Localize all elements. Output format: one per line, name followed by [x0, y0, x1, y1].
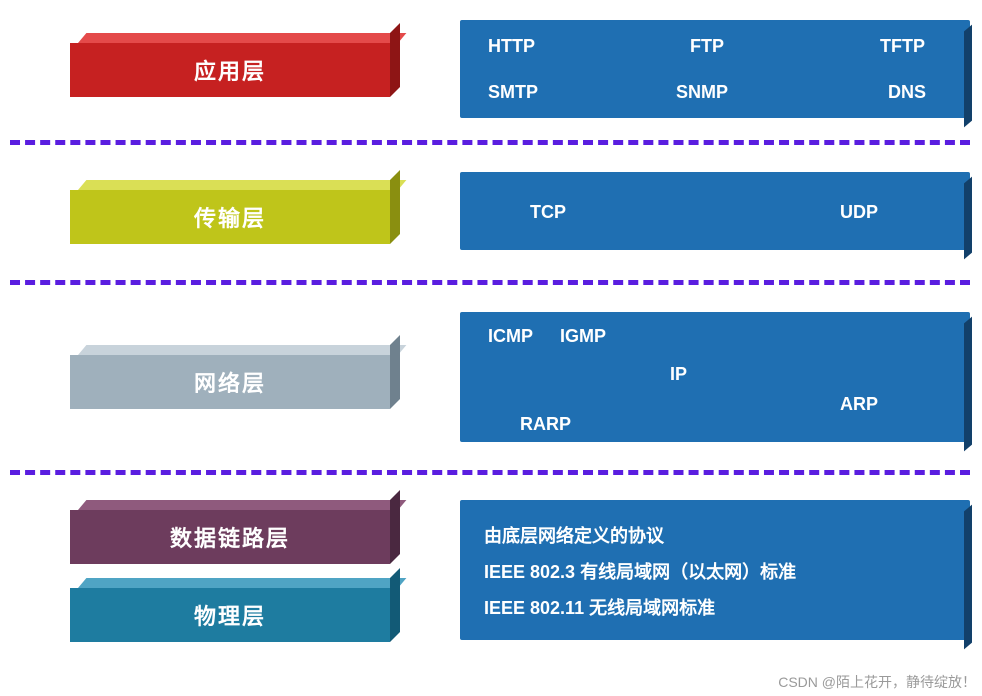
proto-ip: IP — [670, 364, 687, 385]
proto-arp: ARP — [840, 394, 878, 415]
proto-dns: DNS — [888, 82, 926, 103]
layer-physical-label: 物理层 — [194, 599, 266, 631]
left-col-network: 网络层 — [0, 312, 460, 452]
divider-2 — [10, 280, 970, 285]
proto-snmp: SNMP — [676, 82, 728, 103]
proto-ftp: FTP — [690, 36, 724, 57]
proto-icmp: ICMP — [488, 326, 533, 347]
panel-network: ICMP IGMP IP ARP RARP — [460, 312, 970, 442]
layer-physical: 物理层 — [70, 588, 390, 642]
row-transport: 传输层 TCP UDP — [0, 172, 982, 262]
proto-http: HTTP — [488, 36, 535, 57]
layer-network: 网络层 — [70, 355, 390, 409]
proto-udp: UDP — [840, 202, 878, 223]
left-col-transport: 传输层 — [0, 172, 460, 262]
linkphys-line-1: 由底层网络定义的协议 — [484, 518, 946, 554]
right-col-network: ICMP IGMP IP ARP RARP — [460, 312, 982, 452]
layer-application: 应用层 — [70, 43, 390, 97]
divider-3 — [10, 470, 970, 475]
layer-datalink-label: 数据链路层 — [170, 521, 290, 553]
right-col-transport: TCP UDP — [460, 172, 982, 262]
layer-application-label: 应用层 — [194, 54, 266, 86]
row-network: 网络层 ICMP IGMP IP ARP RARP — [0, 312, 982, 452]
divider-1 — [10, 140, 970, 145]
right-col-application: HTTP FTP TFTP SMTP SNMP DNS — [460, 20, 982, 120]
layer-datalink: 数据链路层 — [70, 510, 390, 564]
linkphys-line-3: IEEE 802.11 无线局域网标准 — [484, 590, 946, 626]
proto-igmp: IGMP — [560, 326, 606, 347]
proto-tftp: TFTP — [880, 36, 925, 57]
linkphys-line-2: IEEE 802.3 有线局域网（以太网）标准 — [484, 554, 946, 590]
panel-application: HTTP FTP TFTP SMTP SNMP DNS — [460, 20, 970, 118]
proto-rarp: RARP — [520, 414, 571, 435]
layer-transport: 传输层 — [70, 190, 390, 244]
proto-tcp: TCP — [530, 202, 566, 223]
watermark: CSDN @陌上花开，静待绽放！ — [778, 672, 976, 692]
row-link-phys: 数据链路层 物理层 由底层网络定义的协议 IEEE 802.3 有线局域网（以太… — [0, 500, 982, 660]
panel-link-phys: 由底层网络定义的协议 IEEE 802.3 有线局域网（以太网）标准 IEEE … — [460, 500, 970, 640]
right-col-link-phys: 由底层网络定义的协议 IEEE 802.3 有线局域网（以太网）标准 IEEE … — [460, 500, 982, 660]
layer-transport-label: 传输层 — [194, 201, 266, 233]
panel-transport: TCP UDP — [460, 172, 970, 250]
row-application: 应用层 HTTP FTP TFTP SMTP SNMP DNS — [0, 20, 982, 120]
left-col-link-phys: 数据链路层 物理层 — [0, 500, 460, 660]
layer-network-label: 网络层 — [194, 366, 266, 398]
left-col-application: 应用层 — [0, 20, 460, 120]
proto-smtp: SMTP — [488, 82, 538, 103]
